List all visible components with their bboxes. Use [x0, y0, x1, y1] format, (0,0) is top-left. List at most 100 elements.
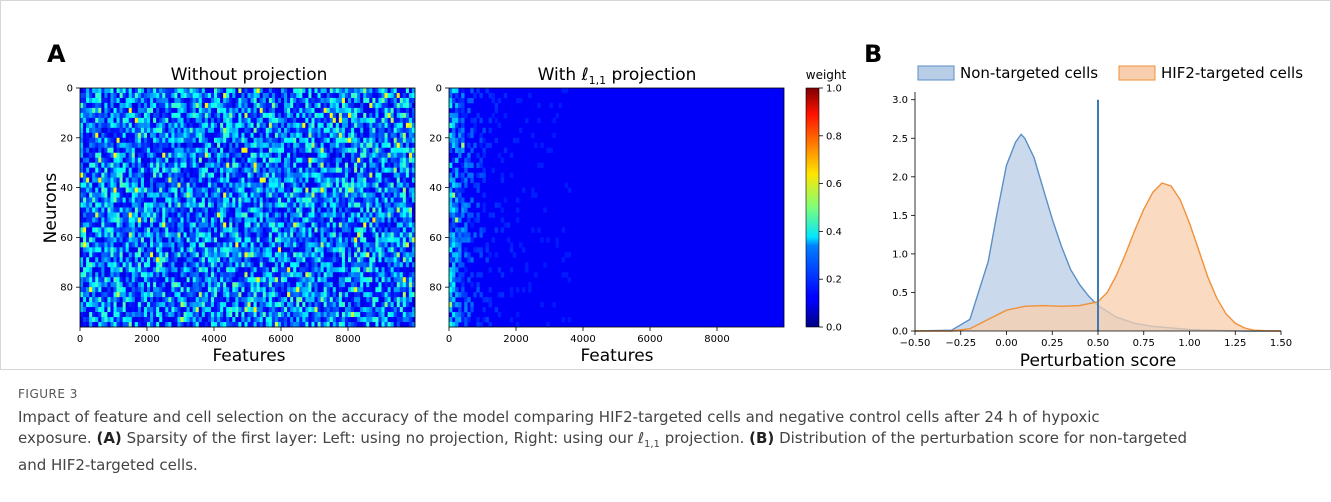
heatmap-1-cell: [314, 207, 318, 213]
heatmap-1-cell: [143, 147, 148, 154]
heatmap-1-cell: [375, 88, 379, 94]
heatmap-1-cell: [89, 162, 93, 168]
heatmap-1-cell: [326, 102, 331, 109]
heatmap-1-cell: [244, 297, 248, 303]
heatmap-1-cell: [326, 147, 331, 154]
heatmap-1-cell: [387, 307, 391, 313]
heatmap-1-cell: [332, 147, 337, 154]
heatmap-1-cell: [241, 152, 245, 159]
heatmap-1-cell: [156, 217, 160, 223]
heatmap-1-cell: [372, 147, 376, 154]
heatmap-1-cell: [186, 287, 190, 293]
heatmap-1-cell: [244, 127, 248, 134]
heatmap-1-cell: [189, 117, 193, 124]
heatmap-1-cell: [323, 242, 327, 248]
heatmap-1-cell: [326, 227, 331, 233]
heatmap-1-cell: [235, 227, 239, 233]
heatmap-1-cell: [210, 182, 215, 188]
heatmap-1-cell: [168, 227, 172, 233]
heatmap-1-cell: [198, 217, 203, 223]
heatmap-1-cell: [381, 127, 385, 134]
heatmap-1-cell: [296, 197, 300, 203]
heatmap-1-cell: [174, 172, 178, 178]
heatmap-1-cell: [128, 97, 133, 104]
heatmap-1-cell: [378, 262, 382, 268]
heatmap-1-cell: [238, 267, 242, 273]
heatmap-1-cell: [198, 307, 203, 313]
heatmap-1-cell: [344, 272, 349, 278]
heatmap-1-cell: [311, 232, 315, 238]
heatmap-1-cell: [95, 257, 99, 263]
heatmap-1-cell: [186, 267, 190, 273]
heatmap-1-cell: [125, 152, 130, 159]
heatmap-1-cell: [351, 212, 355, 218]
heatmap-1-cell: [104, 122, 108, 129]
heatmap-1-cell: [311, 147, 315, 154]
heatmap-1-cell: [107, 212, 111, 218]
heatmap-1-cell: [317, 197, 321, 203]
heatmap-1-cell: [305, 297, 309, 303]
heatmap-1-cell: [305, 102, 309, 109]
heatmap-1-cell: [274, 97, 279, 104]
heatmap-1-cell: [296, 117, 300, 124]
heatmap-1-cell: [156, 197, 160, 203]
heatmap-1-cell: [296, 127, 300, 134]
heatmap-1-cell: [201, 207, 206, 213]
heatmap-1-cell: [210, 147, 215, 154]
heatmap-1-cell: [153, 132, 157, 139]
heatmap-1-cell: [204, 117, 209, 124]
heatmap-1-cell: [314, 297, 318, 303]
heatmap-1-cell: [271, 142, 276, 149]
heatmap-1-cell: [223, 107, 227, 114]
heatmap-1-cell: [159, 152, 163, 159]
heatmap-1-cell: [238, 117, 242, 124]
heatmap-1-cell: [183, 277, 187, 283]
heatmap-1-cell: [302, 247, 306, 253]
heatmap-1-cell: [92, 312, 96, 318]
heatmap-1-cell: [210, 122, 215, 129]
heatmap-1-cell: [204, 187, 209, 193]
heatmap-1-cell: [86, 257, 90, 263]
heatmap-1-cell: [134, 212, 139, 218]
heatmap-1-cell: [165, 132, 169, 139]
heatmap-1-cell: [198, 287, 203, 293]
heatmap-1-cell: [159, 307, 163, 313]
heatmap-1-cell: [326, 277, 331, 283]
heatmap-1-cell: [110, 197, 114, 203]
heatmap-1-cell: [86, 277, 90, 283]
heatmap-1-cell: [186, 88, 190, 94]
heatmap-1-cell: [83, 232, 87, 238]
heatmap-1-cell: [314, 102, 318, 109]
heatmap-1-cell: [214, 257, 218, 263]
heatmap-1-cell: [186, 182, 190, 188]
heatmap-1-cell: [110, 157, 114, 163]
heatmap-1-cell: [366, 272, 370, 278]
heatmap-1-cell: [284, 292, 288, 298]
heatmap-1-cell: [98, 262, 102, 268]
heatmap-1-cell: [220, 157, 224, 163]
heatmap-1-cell: [262, 202, 267, 208]
heatmap-1-cell: [150, 217, 154, 223]
heatmap-1-cell: [119, 202, 123, 208]
heatmap-1-cell: [177, 217, 181, 223]
heatmap-1-cell: [375, 247, 379, 253]
heatmap-1-cell: [183, 252, 187, 258]
heatmap-1-cell: [131, 222, 136, 228]
heatmap-1-cell: [125, 167, 130, 173]
heatmap-1-cell: [186, 177, 190, 183]
heatmap-1-cell: [247, 237, 251, 243]
heatmap-1-cell: [344, 237, 349, 243]
heatmap-1-cell: [335, 92, 340, 99]
heatmap-1-cell: [281, 142, 285, 149]
heatmap-1-cell: [277, 242, 282, 248]
heatmap-1-cell: [408, 132, 413, 139]
heatmap-1-cell: [104, 92, 108, 99]
heatmap-1-cell: [183, 262, 187, 268]
heatmap-1-cell: [104, 207, 108, 213]
heatmap-1-cell: [253, 147, 257, 154]
heatmap-1-cell: [92, 222, 96, 228]
heatmap-1-cell: [351, 262, 355, 268]
heatmap-1-cell: [332, 122, 337, 129]
heatmap-1-cell: [314, 107, 318, 114]
heatmap-1-cell: [326, 212, 331, 218]
